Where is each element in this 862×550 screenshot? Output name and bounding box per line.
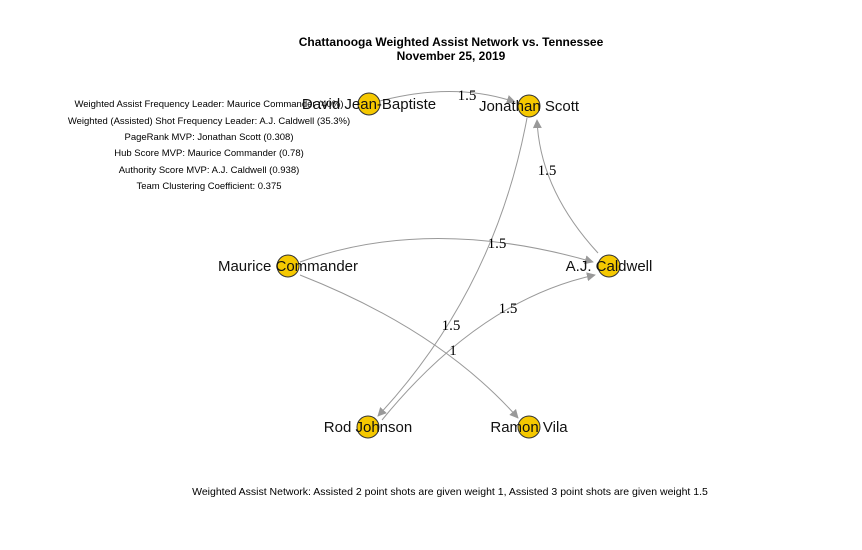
node-label-ramon-vila: Ramon Vila [490, 419, 568, 436]
edge-rj-to-ajc [381, 272, 596, 421]
edge-ajc-to-js [532, 119, 599, 254]
chart-subtitle-date: November 25, 2019 [397, 49, 506, 63]
edge-weight-mc-ajc: 1.5 [488, 236, 507, 252]
edge-weight-rj-ajc: 1.5 [499, 301, 518, 317]
node-marker [517, 94, 541, 118]
node-marker [517, 415, 541, 439]
node-rod-johnson: Rod Johnson [324, 415, 412, 439]
stats-block: Weighted Assist Frequency Leader: Mauric… [68, 99, 350, 192]
node-marker [597, 254, 621, 278]
chart-title: Chattanooga Weighted Assist Network vs. … [299, 35, 604, 49]
nodes: David Jean-Baptiste Jonathan Scott Mauri… [218, 92, 653, 439]
edge-mc-to-ajc [299, 238, 594, 265]
edge-weight-mc-rv: 1 [449, 343, 457, 359]
stat-pagerank-mvp: PageRank MVP: Jonathan Scott (0.308) [125, 132, 294, 143]
stat-assist-frequency-leader: Weighted Assist Frequency Leader: Mauric… [74, 99, 343, 110]
stat-clustering-coefficient: Team Clustering Coefficient: 0.375 [136, 181, 281, 192]
node-label-jonathan-scott: Jonathan Scott [479, 98, 580, 115]
stat-hub-score-mvp: Hub Score MVP: Maurice Commander (0.78) [114, 148, 304, 159]
node-label-rod-johnson: Rod Johnson [324, 419, 412, 436]
edge-weight-labels: 1.5 1.5 1.5 1.5 1.5 1 [442, 88, 557, 359]
edge-js-to-rj [377, 117, 528, 417]
node-jonathan-scott: Jonathan Scott [479, 94, 580, 118]
node-marker [276, 254, 300, 278]
edges [299, 90, 599, 421]
node-marker [356, 415, 380, 439]
stat-shot-frequency-leader: Weighted (Assisted) Shot Frequency Leade… [68, 116, 350, 127]
node-ramon-vila: Ramon Vila [490, 415, 568, 439]
node-maurice-commander: Maurice Commander [218, 254, 358, 278]
node-label-aj-caldwell: A.J. Caldwell [566, 258, 653, 275]
node-david-jean-baptiste: David Jean-Baptiste [302, 92, 436, 116]
node-label-maurice-commander: Maurice Commander [218, 258, 358, 275]
edge-djb-to-js [368, 90, 516, 105]
edge-weight-djb-js: 1.5 [458, 88, 477, 104]
edge-weight-js-rj: 1.5 [442, 318, 461, 334]
edge-mc-to-rv [299, 274, 519, 419]
node-aj-caldwell: A.J. Caldwell [566, 254, 653, 278]
stat-authority-score-mvp: Authority Score MVP: A.J. Caldwell (0.93… [119, 165, 300, 176]
node-marker [357, 92, 381, 116]
footer-note: Weighted Assist Network: Assisted 2 poin… [192, 486, 708, 498]
node-label-david-jean-baptiste: David Jean-Baptiste [302, 96, 436, 113]
edge-weight-ajc-js: 1.5 [538, 163, 557, 179]
